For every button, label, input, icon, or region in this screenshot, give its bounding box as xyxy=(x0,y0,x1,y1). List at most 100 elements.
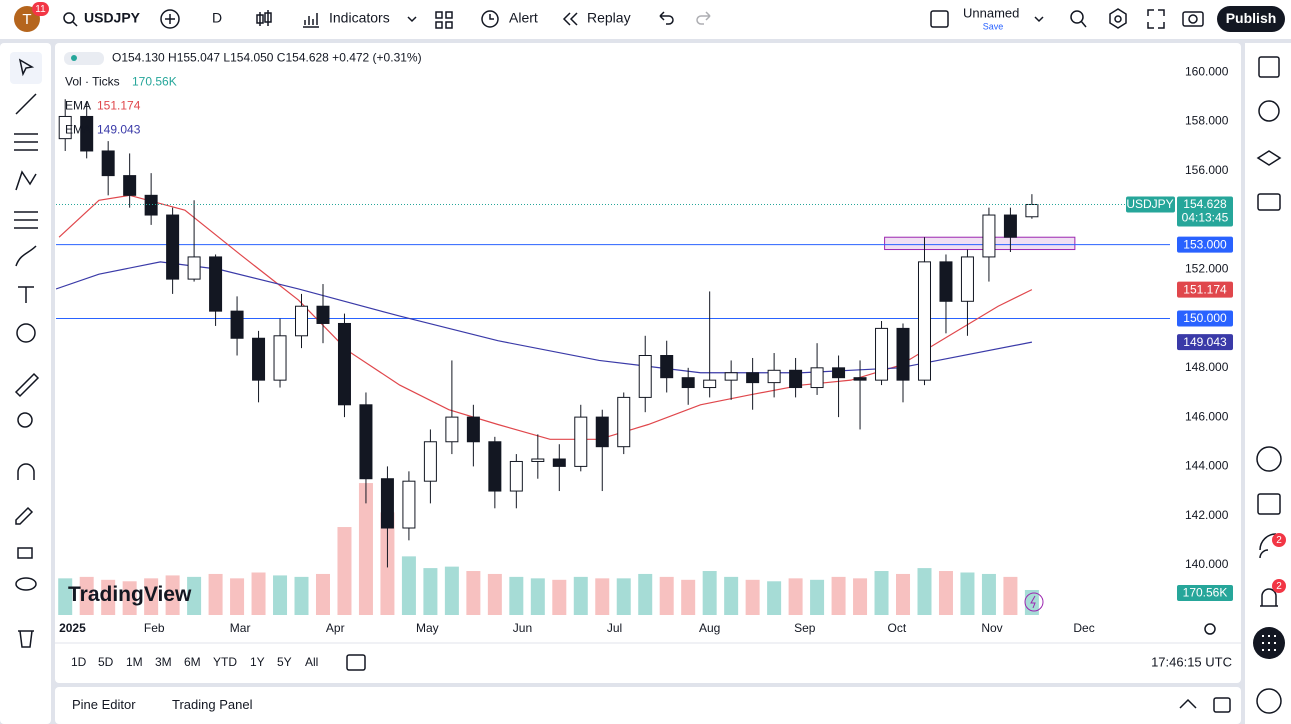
help[interactable] xyxy=(1256,688,1282,714)
candle-body xyxy=(123,175,137,196)
chart-type-icon[interactable] xyxy=(256,10,272,26)
notifications[interactable] xyxy=(1260,588,1278,607)
icons-tool[interactable] xyxy=(16,323,36,343)
volume-bar xyxy=(337,527,352,615)
range-button[interactable]: YTD xyxy=(213,655,237,669)
undo[interactable] xyxy=(659,11,674,25)
redo[interactable] xyxy=(696,11,711,25)
forecast-tool[interactable] xyxy=(14,211,38,229)
legend-toggle[interactable] xyxy=(64,52,104,65)
x-tick-label: 2025 xyxy=(59,621,86,635)
candle-body xyxy=(724,372,738,381)
range-button[interactable]: 1M xyxy=(126,655,143,669)
candle-body xyxy=(402,480,416,529)
cursor-tool[interactable] xyxy=(18,58,35,77)
volume-bar xyxy=(58,578,73,615)
panel-tab[interactable]: Pine Editor xyxy=(72,697,136,712)
candle-body xyxy=(466,416,480,443)
x-tick-label: Apr xyxy=(326,621,345,635)
range-button[interactable]: 6M xyxy=(184,655,201,669)
compare-button[interactable] xyxy=(160,9,180,29)
range-button[interactable]: 5Y xyxy=(277,655,292,669)
tech-analysis[interactable] xyxy=(1256,446,1282,472)
magnet-tool[interactable] xyxy=(17,463,35,480)
replay-icon[interactable] xyxy=(562,12,578,26)
candle-body xyxy=(853,377,867,381)
layout-name[interactable]: Unnamed xyxy=(963,5,1019,20)
zone xyxy=(884,236,1076,251)
axis-settings[interactable] xyxy=(1204,623,1216,635)
watchlist[interactable] xyxy=(1258,56,1280,78)
chat[interactable] xyxy=(1257,193,1281,211)
volume-bar xyxy=(810,579,825,615)
volume-bar xyxy=(702,571,717,615)
clock: 17:46:15 UTC xyxy=(1151,654,1232,669)
news[interactable] xyxy=(1259,533,1277,559)
range-button[interactable]: 3M xyxy=(155,655,172,669)
settings[interactable] xyxy=(1109,8,1127,29)
snapshot[interactable] xyxy=(1182,11,1204,27)
range-button[interactable]: 1D xyxy=(71,655,87,669)
right-sidebar xyxy=(1245,43,1291,724)
candle-body xyxy=(337,322,351,406)
text-tool[interactable] xyxy=(18,286,34,303)
lock-tool[interactable] xyxy=(17,547,33,559)
save[interactable]: Save xyxy=(983,21,1004,31)
brush-tool[interactable] xyxy=(15,245,37,267)
calendar[interactable] xyxy=(1257,493,1281,515)
maximize[interactable] xyxy=(1213,697,1231,713)
fullscreen[interactable] xyxy=(1147,9,1165,29)
publish: Publish xyxy=(1226,10,1277,26)
last-price: 154.628 xyxy=(1183,197,1227,211)
symbol[interactable]: USDJPY xyxy=(84,10,141,26)
visibility-tool[interactable] xyxy=(15,577,37,591)
candle-body xyxy=(445,416,459,443)
symbol-badge-label: USDJPY xyxy=(1126,197,1173,211)
replay[interactable]: Replay xyxy=(587,10,631,26)
candle-body xyxy=(767,369,781,384)
candle-body xyxy=(380,478,394,529)
chevron[interactable] xyxy=(1034,16,1044,23)
trendline-tool[interactable] xyxy=(15,93,37,115)
badge-text: 2 xyxy=(1276,535,1282,546)
quick-search[interactable] xyxy=(1070,10,1084,24)
y-tick-label: 148.000 xyxy=(1185,360,1229,374)
candle-body xyxy=(789,369,803,389)
layout-checkbox[interactable] xyxy=(930,10,949,28)
lightning-icon[interactable] xyxy=(1024,592,1044,612)
candle-body xyxy=(230,310,244,339)
volume-bar xyxy=(917,568,932,615)
layouts-icon[interactable] xyxy=(435,11,453,29)
range-button[interactable]: All xyxy=(305,655,318,669)
layers[interactable] xyxy=(1256,150,1282,166)
remove-tool[interactable] xyxy=(18,630,34,648)
pattern-tool[interactable] xyxy=(15,170,37,191)
publish-button[interactable] xyxy=(1217,6,1285,32)
avatar-badge-text: 11 xyxy=(35,4,46,15)
y-tick-label: 156.000 xyxy=(1185,163,1229,177)
alert[interactable]: Alert xyxy=(509,10,538,26)
range-button[interactable]: 5D xyxy=(98,655,114,669)
alerts-panel[interactable] xyxy=(1258,100,1280,122)
panel-tab[interactable]: Trading Panel xyxy=(172,697,253,712)
search-icon xyxy=(72,21,78,27)
goto-date[interactable] xyxy=(346,654,366,671)
fib-tool[interactable] xyxy=(14,133,38,151)
volume-bar xyxy=(423,568,438,615)
alert-icon[interactable] xyxy=(481,10,499,28)
zoom-tool[interactable] xyxy=(17,412,33,428)
draw-mode[interactable] xyxy=(15,506,34,525)
measure-tool[interactable] xyxy=(14,372,40,398)
indicators[interactable]: Indicators xyxy=(329,10,390,26)
chevron[interactable] xyxy=(407,16,417,23)
candle-body xyxy=(660,355,674,379)
candle-body xyxy=(316,305,330,324)
search-icon[interactable] xyxy=(63,12,75,24)
collapse[interactable] xyxy=(1179,698,1197,709)
interval[interactable]: D xyxy=(212,10,222,26)
indicators-icon[interactable] xyxy=(303,13,319,28)
ema-badge-label: 149.043 xyxy=(1183,335,1227,349)
price-badge xyxy=(1177,236,1233,253)
range-button[interactable]: 1Y xyxy=(250,655,265,669)
